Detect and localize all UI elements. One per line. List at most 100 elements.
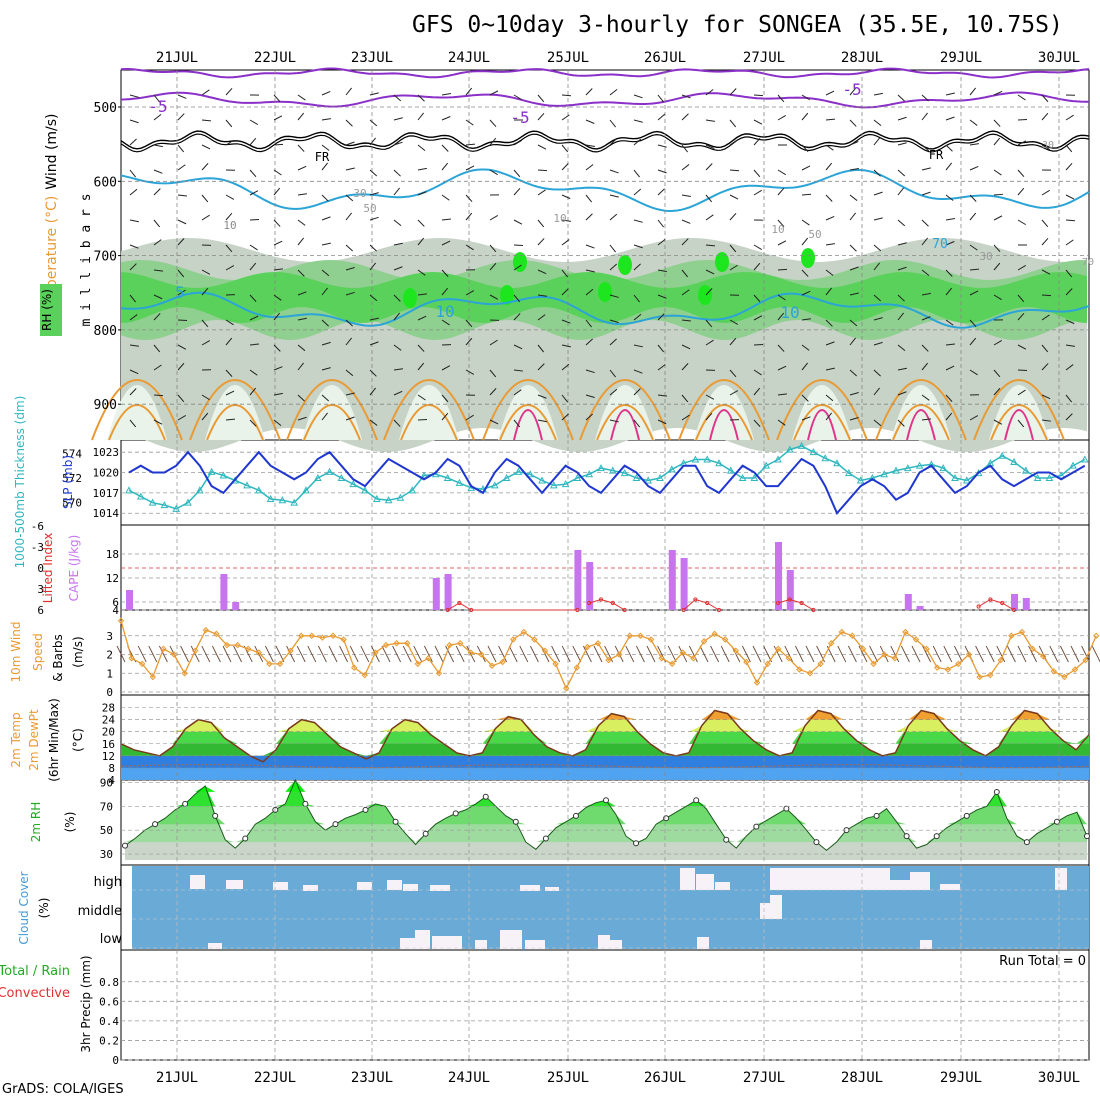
wind-barb-94 (465, 143, 476, 146)
wind-point-77 (933, 664, 941, 671)
temp-unit: (°C) (71, 728, 85, 752)
contour-label-17: 70 (1082, 257, 1094, 268)
wind-barb-318 (1041, 269, 1051, 275)
wind10-barb-32 (455, 645, 465, 663)
wind-barb-440 (129, 369, 139, 375)
isotherm-freezing-b (120, 133, 1090, 153)
wind-barb-194 (945, 194, 954, 201)
wind-barb-429 (825, 341, 835, 346)
panel-frame-3 (120, 609, 1090, 696)
wind-barb-126 (273, 169, 282, 176)
wind-barb-259 (585, 244, 595, 249)
contour-label-10: 50 (363, 202, 376, 215)
wind-barb-38 (1041, 94, 1049, 103)
wind-point-44 (584, 643, 591, 651)
panel-frame-1 (120, 439, 1090, 526)
wind-barb-537 (537, 419, 547, 423)
wind-barb-352 (897, 294, 905, 302)
temp-label-1: 2m Temp (9, 712, 23, 767)
wind-barb-89 (345, 141, 355, 146)
wind-point-27 (403, 640, 411, 647)
wind-barb-265 (729, 244, 737, 253)
wind-barb-291 (393, 266, 403, 271)
wind-barb-520 (129, 419, 137, 428)
li-point-8-0 (681, 607, 686, 613)
thickness-point-25 (420, 471, 428, 479)
thickness-point-56 (785, 445, 794, 453)
wind-barb-394 (945, 319, 954, 326)
wind-barb-372 (417, 315, 427, 321)
wind-barb-503 (681, 394, 689, 403)
precip-tick-2: 0.4 (99, 1015, 119, 1028)
isotherm-hot-8 (906, 409, 936, 441)
dewpt-band-dark (121, 755, 1089, 768)
rh2m-unit: (%) (63, 812, 77, 833)
rh-pocket-0 (107, 385, 167, 440)
wind-barb-192 (897, 187, 904, 196)
wind-barb-227 (777, 219, 785, 228)
wind-barb-29 (825, 90, 835, 96)
wind-barb-248 (321, 242, 331, 246)
wind10-barb-64 (794, 645, 804, 663)
wind-barb-312 (897, 266, 907, 271)
wind-barb-313 (921, 269, 930, 276)
wind10-barb-60 (752, 645, 762, 663)
rh-point-54 (663, 815, 670, 822)
cape-tick-2: 12 (106, 572, 119, 585)
wind-barb-111 (873, 137, 881, 146)
contour-label-9: 30 (353, 187, 366, 200)
wind-barb-224 (705, 214, 714, 221)
rh-legend-label: RH (%) (40, 289, 54, 331)
wind-barb-203 (201, 214, 210, 221)
wind-barb-169 (345, 194, 354, 202)
cloud-block-11 (696, 874, 714, 890)
wind-barb-197 (1017, 187, 1025, 196)
chart-title: GFS 0~10day 3-hourly for SONGEA (35.5E, … (412, 12, 1063, 38)
wind-barb-237 (1017, 219, 1026, 226)
wind-barb-397 (1017, 312, 1025, 321)
wind-barb-389 (825, 319, 833, 327)
cloud-block-28 (697, 937, 709, 949)
cape-tick-0: 4 (112, 604, 119, 617)
rh-point-84 (963, 812, 970, 819)
wind-barb-2 (177, 94, 187, 99)
wind-barb-527 (297, 416, 307, 421)
wind-barb-196 (993, 193, 1004, 196)
wind-barb-501 (633, 388, 641, 396)
li-point-0-3 (575, 607, 580, 613)
rh-point-81 (933, 833, 940, 840)
thickness-point-45 (656, 473, 664, 481)
wind-point-20 (329, 632, 337, 639)
wind-barb-330 (369, 294, 378, 302)
wind-barb-328 (321, 287, 328, 296)
wind-barb-357 (1017, 294, 1025, 303)
wind-barb-381 (633, 313, 642, 321)
wind10-barb-22 (349, 645, 359, 663)
rh-point-96 (1084, 833, 1090, 840)
wind-barb-253 (441, 240, 451, 246)
thickness-point-65 (892, 466, 900, 474)
wind-barb-534 (465, 414, 474, 421)
wind-barb-479 (1065, 364, 1074, 371)
wind-barb-247 (297, 237, 305, 246)
thickness-point-11 (254, 486, 263, 494)
temp-area-20 (121, 710, 1089, 732)
wind-barb-97 (537, 144, 547, 150)
wind-barb-198 (1041, 189, 1050, 196)
wind-barb-301 (633, 263, 641, 271)
wind-barb-202 (177, 219, 187, 225)
wind-barb-249 (345, 244, 354, 252)
wind-barb-72 (897, 116, 907, 121)
isotherm-warm-9 (973, 379, 1065, 441)
rh-point-6 (182, 800, 189, 807)
wind-barb-491 (393, 390, 403, 396)
wind-barb-103 (681, 144, 689, 153)
wind-barb-331 (393, 294, 401, 302)
wind10-barb-18 (307, 645, 317, 663)
wind-barb-70 (849, 119, 857, 127)
wind-point-83 (997, 656, 1005, 664)
contour-label-11: 10 (553, 212, 566, 225)
wind-point-4 (160, 645, 167, 653)
rh-pocket-4 (498, 385, 558, 440)
wind-barb-530 (369, 419, 378, 426)
